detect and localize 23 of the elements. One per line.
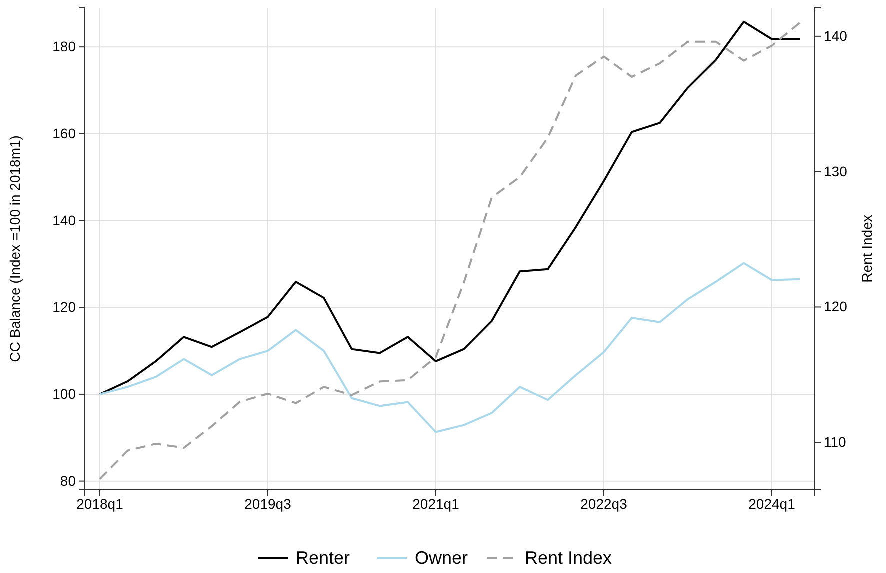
- y2-tick-label: 110: [824, 434, 847, 450]
- y-tick-label: 160: [52, 125, 76, 142]
- line-series: [99, 22, 801, 480]
- y-tick-label: 140: [52, 212, 76, 228]
- y-tick-label: 80: [60, 472, 76, 489]
- y2-tick-label: 120: [824, 298, 848, 315]
- x-tick-label: 2021q1: [412, 496, 460, 512]
- y-tick-label: 120: [52, 299, 76, 316]
- x-tick-label: 2022q3: [580, 496, 628, 512]
- line-series: [99, 20, 801, 396]
- y-tick-label: 180: [52, 38, 76, 55]
- x-tick-label: 2019q3: [244, 496, 292, 512]
- line-series: [99, 262, 801, 434]
- y2-axis-title: Rent Index: [859, 215, 875, 283]
- x-tick-label: 2018q1: [76, 496, 124, 512]
- legend-label: Rent Index: [525, 548, 612, 568]
- y-tick-label: 100: [52, 386, 76, 402]
- y2-tick-label: 140: [824, 28, 848, 44]
- x-tick-label: 2024q1: [748, 496, 796, 512]
- legend-label: Owner: [415, 548, 468, 568]
- y2-tick-label: 130: [824, 163, 848, 180]
- y-axis-title: CC Balance (Index =100 in 2018m1): [7, 136, 23, 362]
- legend-label: Renter: [296, 548, 350, 568]
